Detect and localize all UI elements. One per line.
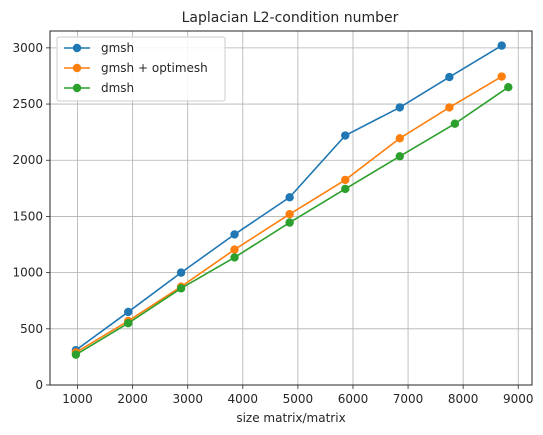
x-axis-label: size matrix/matrix (236, 411, 345, 425)
data-point (71, 350, 81, 359)
x-tick-label: 3000 (172, 392, 203, 406)
legend-marker (72, 83, 82, 93)
x-tick-label: 9000 (503, 392, 534, 406)
y-tick-label: 2000 (12, 153, 43, 167)
data-point (504, 82, 513, 92)
x-tick-label: 6000 (338, 392, 369, 406)
x-tick-label: 5000 (283, 392, 314, 406)
y-tick-label: 3000 (12, 41, 43, 55)
x-tick-label: 7000 (393, 392, 424, 406)
legend-label: gmsh + optimesh (101, 61, 208, 75)
data-point (341, 184, 350, 194)
y-tick-label: 500 (20, 322, 43, 336)
data-point (230, 253, 239, 262)
data-point (341, 131, 350, 140)
data-point (230, 245, 239, 254)
y-tick-label: 2500 (12, 97, 43, 111)
data-point (285, 209, 294, 219)
data-point (497, 41, 506, 50)
legend-label: dmsh (101, 81, 134, 95)
legend-marker (72, 43, 82, 53)
plot-area (49, 30, 533, 386)
legend-box (56, 36, 226, 102)
axis-ticks: 1000 2000 3000 4000 5000 6000 7000 8000 9000 0 500… (12, 41, 533, 406)
data-point (395, 103, 404, 112)
data-point (445, 72, 454, 82)
data-point (445, 103, 454, 112)
data-point (230, 230, 239, 239)
x-tick-label: 2000 (117, 392, 148, 406)
data-point (341, 175, 350, 185)
series-lines (71, 41, 513, 359)
data-point (176, 268, 186, 277)
data-point (497, 72, 506, 81)
data-point (124, 307, 133, 317)
legend-marker (72, 63, 82, 73)
data-point (176, 284, 186, 293)
y-tick-label: 1500 (12, 209, 43, 223)
y-tick-label: 1000 (12, 266, 43, 280)
x-tick-label: 1000 (62, 392, 93, 406)
y-tick-label: 0 (35, 378, 43, 392)
data-point (395, 152, 404, 161)
legend-label: gmsh (101, 41, 134, 55)
data-point (285, 193, 294, 202)
data-point (124, 318, 133, 328)
data-point (395, 134, 404, 143)
legend: gmsh gmsh + optimesh dmsh (56, 36, 226, 102)
x-tick-label: 4000 (228, 392, 259, 406)
chart-title: Laplacian L2-condition number (182, 10, 399, 26)
data-point (285, 218, 294, 227)
x-tick-label: 8000 (448, 392, 479, 406)
data-point (450, 119, 460, 128)
